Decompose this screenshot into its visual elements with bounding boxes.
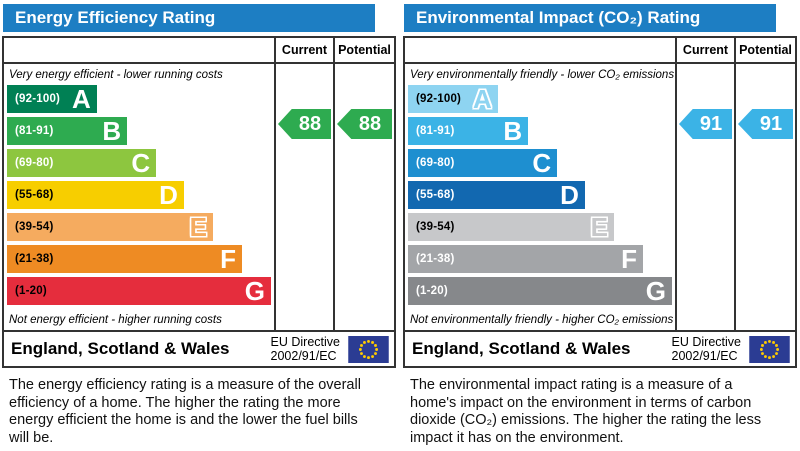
band-g-letter: G <box>244 276 265 306</box>
energy-potential-column: 88 <box>335 64 394 330</box>
band-g: (1-20) G <box>7 277 271 305</box>
environmental-current-rating-arrow: 91 <box>679 109 732 139</box>
energy-bottom-caption: Not energy efficient - higher running co… <box>9 314 222 326</box>
environmental-current-column: 91 <box>677 64 736 330</box>
band-f-range: (21-38) <box>416 253 455 265</box>
band-d: (55-68) D <box>408 181 585 209</box>
energy-chart-footer: England, Scotland & Wales EU Directive 2… <box>4 330 394 366</box>
band-f-letter: F <box>621 244 637 274</box>
eu-flag-icon <box>348 335 389 363</box>
environmental-impact-chart: Environmental Impact (CO₂) Rating Curren… <box>403 3 797 448</box>
current-column-header: Current <box>677 38 736 62</box>
band-d: (55-68) D <box>7 181 184 209</box>
eu-directive-line2: 2002/91/EC <box>671 349 738 363</box>
eu-flag-icon <box>749 335 790 363</box>
band-e: (39-54) E <box>408 213 614 241</box>
environmental-rating-description: The environmental impact rating is a mea… <box>410 377 762 447</box>
energy-bands-zone: Very energy efficient - lower running co… <box>4 64 276 330</box>
environmental-chart-table: Current Potential Very environmentally f… <box>403 36 797 368</box>
environmental-chart-footer: England, Scotland & Wales EU Directive 2… <box>405 330 795 366</box>
band-a-range: (92-100) <box>416 93 462 105</box>
energy-current-column: 88 <box>276 64 335 330</box>
energy-chart-table: Current Potential Very energy efficient … <box>2 36 396 368</box>
potential-column-header: Potential <box>739 43 792 57</box>
environmental-chart-title: Environmental Impact (CO₂) Rating <box>404 4 776 32</box>
environmental-column-header-row: Current Potential <box>405 38 795 64</box>
energy-efficiency-chart: Energy Efficiency Rating Current Potenti… <box>2 3 396 448</box>
environmental-chart-body: Very environmentally friendly - lower CO… <box>405 64 795 330</box>
header-spacer <box>405 38 677 62</box>
band-a: (92-100) A <box>408 85 498 113</box>
band-f: (21-38) F <box>7 245 242 273</box>
band-g: (1-20) G <box>408 277 672 305</box>
environmental-potential-column: 91 <box>736 64 795 330</box>
band-c-range: (69-80) <box>416 157 455 169</box>
band-e-range: (39-54) <box>416 221 455 233</box>
header-spacer <box>4 38 276 62</box>
eu-directive-line2: 2002/91/EC <box>270 349 337 363</box>
eu-directive-line1: EU Directive <box>671 334 741 349</box>
environmental-top-caption: Very environmentally friendly - lower CO… <box>410 69 675 81</box>
energy-chart-title: Energy Efficiency Rating <box>3 4 375 32</box>
band-g-range: (1-20) <box>416 285 448 297</box>
band-c: (69-80) C <box>408 148 558 178</box>
band-a-letter: A <box>472 84 492 114</box>
band-e-range: (39-54) <box>15 221 54 233</box>
energy-chart-body: Very energy efficient - lower running co… <box>4 64 394 330</box>
band-c: (69-80) C <box>7 148 157 178</box>
band-f-range: (21-38) <box>15 253 54 265</box>
band-g-range: (1-20) <box>15 285 47 297</box>
band-e-letter: E <box>590 212 608 242</box>
band-b-letter: B <box>503 116 523 146</box>
energy-column-header-row: Current Potential <box>4 38 394 64</box>
band-c-letter: C <box>131 148 151 178</box>
band-d-range: (55-68) <box>416 189 455 201</box>
band-b-range: (81-91) <box>15 125 54 137</box>
band-f-letter: F <box>220 244 236 274</box>
environmental-bottom-caption: Not environmentally friendly - higher CO… <box>410 314 674 326</box>
band-d-letter: D <box>159 180 178 210</box>
eu-directive-label: EU Directive 2002/91/EC <box>672 335 741 364</box>
potential-column-header: Potential <box>338 43 391 57</box>
energy-top-caption: Very energy efficient - lower running co… <box>9 69 223 81</box>
energy-rating-description: The energy efficiency rating is a measur… <box>9 377 361 447</box>
band-a: (92-100) A <box>7 85 97 113</box>
band-e: (39-54) E <box>7 213 213 241</box>
band-b: (81-91) B <box>7 116 128 146</box>
energy-potential-rating-arrow: 88 <box>337 109 392 139</box>
energy-current-rating-arrow: 88 <box>278 109 331 139</box>
band-b: (81-91) B <box>408 116 529 146</box>
band-f: (21-38) F <box>408 245 643 273</box>
band-a-letter: A <box>71 84 91 114</box>
band-c-range: (69-80) <box>15 157 54 169</box>
band-b-range: (81-91) <box>416 125 455 137</box>
band-d-letter: D <box>560 180 579 210</box>
region-label: England, Scotland & Wales <box>11 339 230 358</box>
band-e-letter: E <box>189 212 207 242</box>
current-column-header: Current <box>276 38 335 62</box>
environmental-bands-zone: Very environmentally friendly - lower CO… <box>405 64 677 330</box>
band-a-range: (92-100) <box>15 93 61 105</box>
band-g-letter: G <box>645 276 666 306</box>
environmental-potential-rating-arrow: 91 <box>738 109 793 139</box>
band-c-letter: C <box>532 148 552 178</box>
eu-directive-line1: EU Directive <box>270 334 340 349</box>
band-b-letter: B <box>102 116 122 146</box>
band-d-range: (55-68) <box>15 189 54 201</box>
eu-directive-label: EU Directive 2002/91/EC <box>271 335 340 364</box>
region-label: England, Scotland & Wales <box>412 339 631 358</box>
